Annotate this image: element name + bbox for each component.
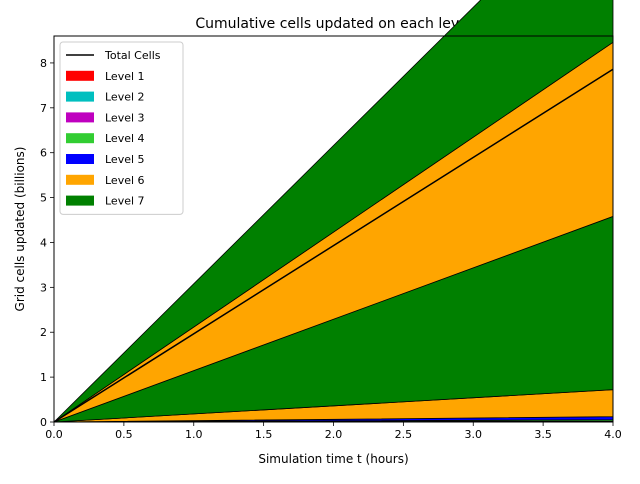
x-tick-label: 4.0 xyxy=(604,428,622,441)
y-tick-label: 2 xyxy=(40,326,47,339)
y-tick-label: 4 xyxy=(40,236,47,249)
legend-swatch-level-7 xyxy=(66,196,94,206)
y-tick-label: 8 xyxy=(40,57,47,70)
y-tick-label: 0 xyxy=(40,416,47,429)
legend-swatch-level-6 xyxy=(66,175,94,185)
y-axis-label: Grid cells updated (billions) xyxy=(13,147,27,312)
y-axis-ticks: 0 1 2 3 4 5 6 7 8 xyxy=(40,57,54,429)
legend: Total Cells Level 1 Level 2 Level 3 Level 4 L… xyxy=(60,42,183,214)
x-tick-label: 1.5 xyxy=(255,428,273,441)
legend-label-level-6: Level 6 xyxy=(105,174,145,187)
x-tick-label: 3.5 xyxy=(534,428,552,441)
legend-swatch-level-3 xyxy=(66,112,94,122)
legend-swatch-level-5 xyxy=(66,154,94,164)
x-tick-label: 2.0 xyxy=(325,428,343,441)
y-tick-label: 3 xyxy=(40,281,47,294)
legend-label-level-1: Level 1 xyxy=(105,70,145,83)
x-tick-label: 3.0 xyxy=(465,428,483,441)
x-axis-ticks: 0.0 0.5 1.0 1.5 2.0 2.5 3.0 3.5 4.0 xyxy=(45,422,622,441)
x-tick-label: 0.0 xyxy=(45,428,63,441)
legend-label-level-4: Level 4 xyxy=(105,132,145,145)
legend-swatch-level-1 xyxy=(66,71,94,81)
x-tick-label: 1.0 xyxy=(185,428,203,441)
y-tick-label: 5 xyxy=(40,192,47,205)
legend-label-total-cells: Total Cells xyxy=(104,49,161,62)
x-tick-label: 2.5 xyxy=(395,428,413,441)
x-axis-label: Simulation time t (hours) xyxy=(258,452,408,466)
chart-title: Cumulative cells updated on each level xyxy=(195,16,471,32)
y-tick-label: 6 xyxy=(40,147,47,160)
y-tick-label: 7 xyxy=(40,102,47,115)
legend-label-level-7: Level 7 xyxy=(105,195,145,208)
legend-swatch-level-4 xyxy=(66,133,94,143)
x-tick-label: 0.5 xyxy=(115,428,133,441)
y-tick-label: 1 xyxy=(40,371,47,384)
legend-label-level-5: Level 5 xyxy=(105,153,145,166)
legend-label-level-2: Level 2 xyxy=(105,91,145,104)
legend-swatch-level-2 xyxy=(66,92,94,102)
legend-box xyxy=(60,42,183,214)
legend-label-level-3: Level 3 xyxy=(105,111,145,124)
